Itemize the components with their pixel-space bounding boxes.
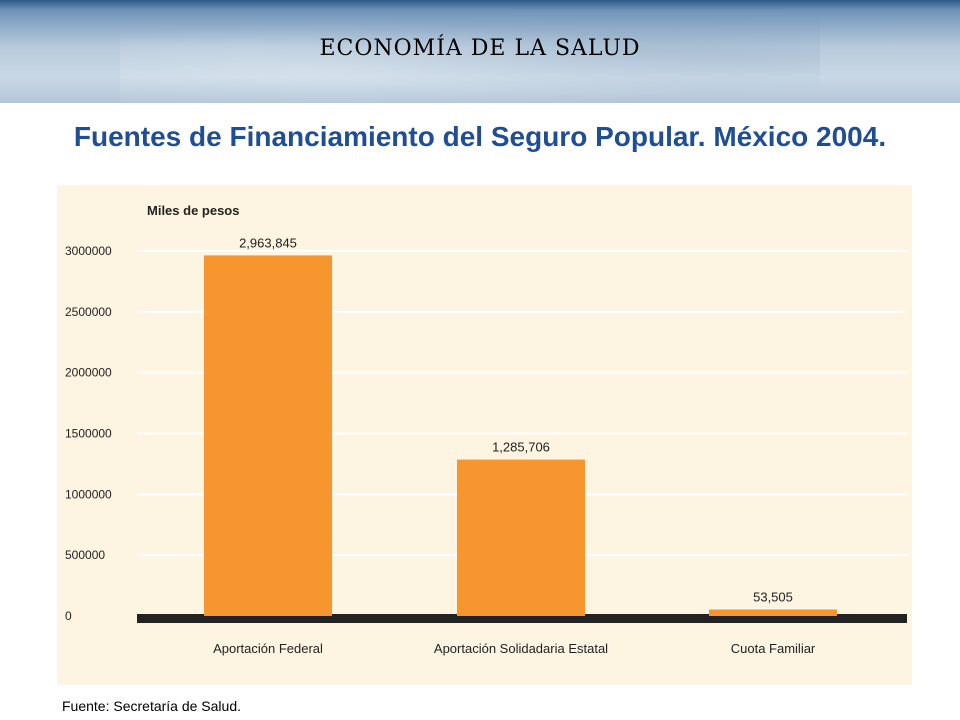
x-tick-label: Aportación Federal: [213, 641, 323, 656]
source-note: Fuente: Secretaría de Salud.: [62, 698, 241, 714]
x-axis-baseline: [137, 614, 907, 623]
bar-chart: Miles de pesos 0 500000 1000000 1500000 20000…: [65, 203, 907, 656]
x-tick-label: Cuota Familiar: [731, 641, 816, 656]
y-tick-label: 2000000: [65, 366, 112, 380]
data-label: 2,963,845: [239, 235, 297, 250]
x-tick-label: Aportación Solidadaria Estatal: [434, 641, 608, 656]
y-tick-label: 500000: [65, 548, 105, 562]
y-axis-label: Miles de pesos: [147, 203, 239, 218]
bar-layer: [204, 255, 837, 616]
y-tick-label: 2500000: [65, 305, 112, 319]
y-tick-label: 0: [65, 609, 72, 623]
y-tick-label: 1500000: [65, 427, 112, 441]
slide-title: Fuentes de Financiamiento del Seguro Pop…: [73, 121, 887, 152]
data-label: 1,285,706: [492, 440, 550, 455]
bar: [457, 459, 585, 616]
y-tick-label: 3000000: [65, 244, 112, 258]
data-label: 53,505: [753, 589, 793, 604]
bar: [709, 609, 837, 616]
y-tick-label: 1000000: [65, 487, 112, 501]
header-title: ECONOMÍA DE LA SALUD: [319, 36, 641, 61]
chart-panel: Miles de pesos 0 500000 1000000 1500000 20000…: [57, 185, 912, 685]
bar: [204, 255, 332, 616]
header-band: [0, 0, 960, 103]
label-layer: Miles de pesos 0 500000 1000000 1500000 20000…: [65, 203, 816, 656]
